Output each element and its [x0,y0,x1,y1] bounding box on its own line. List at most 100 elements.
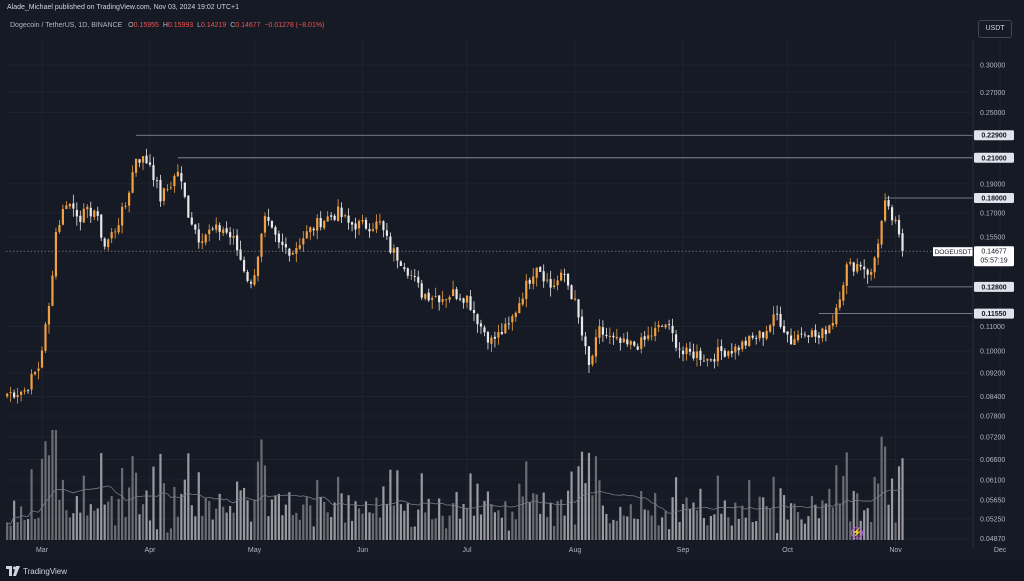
volume-bar [727,517,730,540]
volume-bar [737,518,740,540]
candle-body [145,155,148,164]
low-value: 0.14219 [200,22,227,29]
candle-body [573,298,577,300]
volume-bar [556,501,559,540]
volume-bar [695,510,699,540]
candle-body [870,271,873,275]
volume-bar [817,518,821,540]
candle-body [758,331,761,339]
volume-bar [702,517,706,540]
volume-bar [305,496,308,540]
candle-body [451,289,455,297]
level-price-label: 0.22900 [981,133,1006,140]
candle-body [267,216,270,221]
volume-bar [445,528,448,540]
volume-bar [89,504,92,540]
volume-bar [215,508,218,540]
candle-body [138,159,141,163]
volume-bar [138,514,141,540]
candle-body [173,175,176,187]
candle-body [82,208,85,223]
candle-body [493,336,497,339]
volume-bar [535,494,538,540]
candle-body [723,350,726,357]
volume-bar [420,473,423,540]
candle-body [901,233,904,252]
candle-body [612,335,615,338]
candle-body [730,351,733,354]
candle-body [671,325,674,334]
volume-bar [403,510,406,540]
volume-bar [385,503,389,540]
candle-body [9,392,12,394]
candle-body [229,232,232,238]
volume-bar [141,504,145,540]
symbol-tag [933,247,973,257]
currency-button[interactable]: USDT [978,20,1012,38]
candle-body [786,331,789,335]
time-axis[interactable]: Mar Apr May Jun Jul Aug Sep Oct Nov Dec [36,547,1007,554]
candle-body [762,332,765,338]
candle-body [232,235,235,238]
candle-body [309,227,312,233]
candle-body [497,332,500,338]
volume-bar [131,456,134,540]
candle-body [559,272,563,281]
volume-bar [260,439,263,540]
volume-bar [424,512,427,540]
candle-body [640,337,643,349]
volume-bar [598,480,601,540]
candle-body [121,206,124,226]
symbol-title[interactable]: Dogecoin / TetherUS, 1D, BINANCE [10,22,123,29]
volume-bar [476,483,479,540]
candle-body [40,350,44,368]
price-axis[interactable]: 0.30000 0.27000 0.25000 0.19000 0.17000 0.155… [980,62,1005,543]
candle-body [253,275,256,285]
volume-bar [821,500,824,540]
tradingview-logo-icon[interactable] [6,566,20,576]
candle-body [152,165,155,181]
volume-bar [270,499,274,540]
candle-body [302,238,305,245]
x-tick-label: Nov [889,547,902,554]
volume-bar [511,511,514,540]
volume-bar [173,486,176,540]
candle-body [570,285,573,300]
candle-body [842,285,845,301]
candle-body [6,393,9,397]
volume-bar [44,441,47,540]
candle-body [357,221,361,229]
candle-body [270,220,274,228]
candle-body [633,341,636,346]
volume-bar [528,502,531,540]
candle-body [584,336,587,347]
volume-bar [664,511,667,540]
volume-bar [47,455,51,540]
volume-bar [347,495,350,540]
candle-body [58,225,61,232]
volume-bar [835,465,838,540]
candle-body [61,209,65,225]
candle-body [180,173,183,182]
candle-body [880,221,883,245]
footer-brand[interactable]: TradingView [23,567,68,576]
candle-body [166,188,169,190]
volume-bar [79,512,82,540]
volume-bar [667,529,671,540]
volume-bar [570,471,573,540]
volume-bar [559,499,563,540]
volume-bar [650,515,653,540]
volume-bar [263,465,267,540]
candle-body [713,359,716,362]
lightning-bolt-icon[interactable]: ⚡ [851,527,863,539]
volume-bar [897,466,901,540]
candle-body [417,276,420,283]
volume-bar [82,475,85,540]
candle-body [389,236,392,253]
volume-bar [483,500,486,540]
candle-body [810,330,814,338]
volume-bar [810,496,814,540]
candle-body [507,323,510,325]
last-price-countdown: 05:57:19 [980,258,1007,265]
